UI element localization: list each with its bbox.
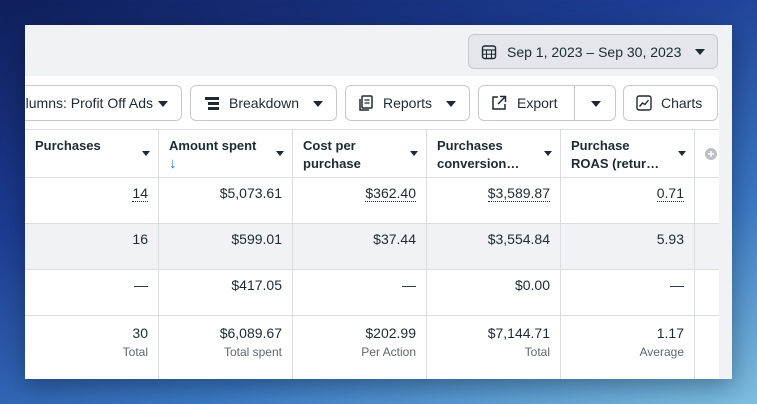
export-icon bbox=[492, 95, 507, 110]
cell-value: $3,589.87 bbox=[487, 185, 550, 202]
header-purchases[interactable]: Purchases bbox=[25, 130, 159, 178]
breakdown-label: Breakdown bbox=[229, 95, 300, 111]
cell-value: — bbox=[670, 277, 684, 293]
calendar-icon bbox=[481, 44, 497, 59]
chevron-down-icon bbox=[410, 151, 418, 156]
cell-purchases: 16 bbox=[25, 224, 159, 269]
cell-conversion-value: $3,589.87 bbox=[427, 178, 561, 223]
chevron-down-icon bbox=[695, 49, 705, 55]
chevron-down-icon bbox=[544, 151, 552, 156]
cell-cost-per-purchase: — bbox=[293, 270, 427, 315]
table-row[interactable]: — $417.05 — $0.00 — bbox=[25, 269, 719, 315]
reporting-panel: Columns: Profit Off Ads Breakdown Report… bbox=[25, 76, 719, 379]
table-row[interactable]: 14 $5,073.61 $362.40 $3,589.87 0.71 bbox=[25, 177, 719, 223]
add-column-button[interactable] bbox=[695, 130, 719, 178]
charts-label: Charts bbox=[661, 95, 703, 111]
header-label: Purchase bbox=[571, 138, 630, 153]
export-label: Export bbox=[517, 95, 558, 111]
header-amount-spent[interactable]: Amount spent ↓ bbox=[159, 130, 293, 178]
chevron-down-icon bbox=[591, 101, 601, 107]
cell-conversion-value: $0.00 bbox=[427, 270, 561, 315]
chevron-down-icon bbox=[313, 101, 323, 107]
cell-value: 16 bbox=[132, 231, 148, 247]
total-label: Per Action bbox=[361, 345, 416, 359]
total-label: Total bbox=[524, 345, 550, 359]
cell-amount-spent: $5,073.61 bbox=[159, 178, 293, 223]
cell-value: 5.93 bbox=[656, 231, 684, 247]
chart-icon bbox=[636, 95, 652, 111]
cell-cost-per-purchase: $37.44 bbox=[293, 224, 427, 269]
reports-dropdown[interactable]: Reports bbox=[345, 85, 470, 121]
cell-roas: 0.71 bbox=[561, 178, 695, 223]
cell-value: 14 bbox=[132, 185, 148, 202]
cell-cost-per-purchase: $362.40 bbox=[293, 178, 427, 223]
chevron-down-icon bbox=[446, 101, 456, 107]
total-label: Average bbox=[639, 345, 684, 359]
cell-purchases: 14 bbox=[25, 178, 159, 223]
cell-value: $362.40 bbox=[365, 185, 416, 202]
columns-label: Columns: Profit Off Ads bbox=[25, 95, 153, 111]
total-roas: 1.17 Average bbox=[561, 316, 695, 379]
total-amount-spent: $6,089.67 Total spent bbox=[159, 316, 293, 379]
total-value: $7,144.71 bbox=[487, 325, 550, 341]
total-label: Total spent bbox=[223, 345, 282, 359]
header-purchase-roas[interactable]: Purchase ROAS (retur… bbox=[561, 130, 695, 178]
export-options-button[interactable] bbox=[575, 86, 615, 120]
chevron-down-icon bbox=[678, 151, 686, 156]
cell-purchases: — bbox=[25, 270, 159, 315]
table-row[interactable]: 16 $599.01 $37.44 $3,554.84 5.93 bbox=[25, 223, 719, 269]
header-label-line2: purchase bbox=[303, 156, 361, 171]
date-range-label: Sep 1, 2023 – Sep 30, 2023 bbox=[507, 43, 682, 60]
reports-icon bbox=[359, 95, 373, 111]
header-label: Purchases bbox=[35, 138, 101, 153]
header-label-line2: ROAS (retur… bbox=[571, 156, 660, 171]
ads-table: Purchases Amount spent ↓ Cost per purcha… bbox=[25, 129, 719, 379]
plus-circle-icon bbox=[705, 148, 717, 160]
export-button[interactable]: Export bbox=[479, 86, 575, 120]
cell-value: $417.05 bbox=[231, 277, 282, 293]
breakdown-dropdown[interactable]: Breakdown bbox=[190, 85, 337, 121]
chevron-down-icon bbox=[158, 101, 168, 107]
cell-value: $0.00 bbox=[514, 277, 550, 293]
total-value: $202.99 bbox=[365, 325, 416, 341]
chevron-down-icon bbox=[276, 151, 284, 156]
total-value: 30 bbox=[132, 325, 148, 341]
date-range-picker[interactable]: Sep 1, 2023 – Sep 30, 2023 bbox=[468, 34, 718, 69]
cell-value: $37.44 bbox=[373, 231, 416, 247]
header-label: Purchases bbox=[437, 138, 503, 153]
cell-value: $3,554.84 bbox=[487, 231, 550, 247]
header-label-line2: conversion… bbox=[437, 156, 520, 171]
total-label: Total bbox=[122, 345, 148, 359]
ads-manager-window: Sep 1, 2023 – Sep 30, 2023 Columns: Prof… bbox=[25, 25, 732, 379]
chevron-down-icon bbox=[142, 151, 150, 156]
header-purchases-conversion[interactable]: Purchases conversion… bbox=[427, 130, 561, 178]
cell-conversion-value: $3,554.84 bbox=[427, 224, 561, 269]
cell-value: 0.71 bbox=[656, 185, 684, 202]
cell-value: — bbox=[134, 277, 148, 293]
header-label: Cost per bbox=[303, 138, 356, 153]
cell-amount-spent: $599.01 bbox=[159, 224, 293, 269]
reports-label: Reports bbox=[383, 95, 433, 111]
total-purchases: 30 Total bbox=[25, 316, 159, 379]
cell-value: $599.01 bbox=[231, 231, 282, 247]
total-value: $6,089.67 bbox=[219, 325, 282, 341]
table-header-row: Purchases Amount spent ↓ Cost per purcha… bbox=[25, 129, 719, 178]
header-label: Amount spent bbox=[169, 138, 257, 153]
header-cost-per-purchase[interactable]: Cost per purchase bbox=[293, 130, 427, 178]
total-value: 1.17 bbox=[656, 325, 684, 341]
sort-descending-icon: ↓ bbox=[169, 155, 177, 172]
cell-value: — bbox=[402, 277, 416, 293]
columns-dropdown[interactable]: Columns: Profit Off Ads bbox=[25, 85, 182, 121]
cell-roas: 5.93 bbox=[561, 224, 695, 269]
table-totals-row: 30 Total $6,089.67 Total spent $202.99 P… bbox=[25, 315, 719, 379]
export-split-button: Export bbox=[478, 85, 616, 121]
cell-amount-spent: $417.05 bbox=[159, 270, 293, 315]
total-conversion-value: $7,144.71 Total bbox=[427, 316, 561, 379]
cell-roas: — bbox=[561, 270, 695, 315]
cell-value: $5,073.61 bbox=[219, 185, 282, 201]
total-cost-per-purchase: $202.99 Per Action bbox=[293, 316, 427, 379]
breakdown-icon bbox=[205, 97, 219, 110]
charts-button[interactable]: Charts bbox=[623, 85, 718, 121]
